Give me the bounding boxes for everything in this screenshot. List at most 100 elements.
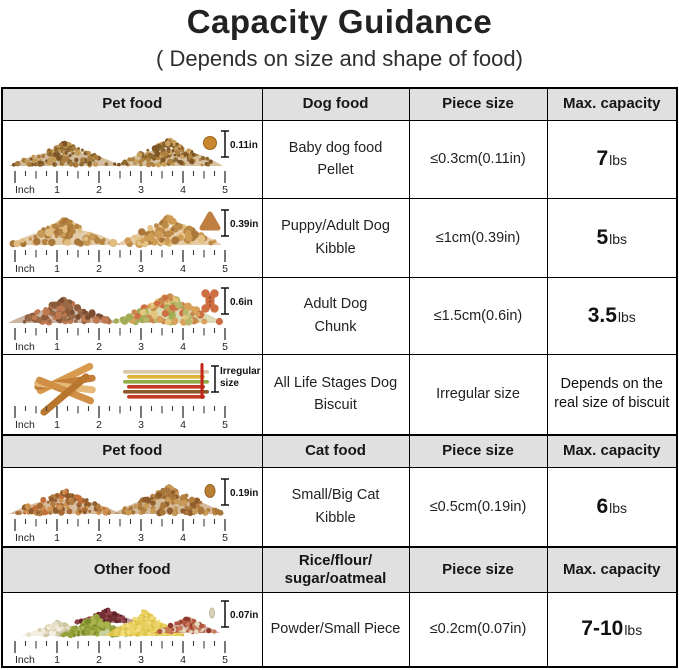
svg-text:Inch: Inch <box>15 263 35 274</box>
piece-size-cell: ≤1cm(0.39in) <box>408 197 548 278</box>
page-title: Capacity Guidance <box>186 3 493 40</box>
food-name-line2: Kibble <box>315 509 356 526</box>
header-max-capacity: Max. capacity <box>546 434 678 468</box>
svg-text:0.11in: 0.11in <box>230 140 258 151</box>
food-name-line2: Chunk <box>314 318 357 335</box>
header-other-food: Other food <box>1 546 263 593</box>
svg-text:5: 5 <box>222 341 228 352</box>
capacity-cell: 7lbs <box>546 119 678 199</box>
grains-illustration: 0.07in Inch 1 2 3 4 5 <box>14 600 258 665</box>
table-row-cat-kibble: 0.19in Inch 1 2 3 4 5 Small/Big Cat Kibble ≤0.… <box>1 466 678 548</box>
svg-text:Inch: Inch <box>15 419 35 430</box>
header-cat-food: Cat food <box>261 434 410 468</box>
svg-text:4: 4 <box>180 341 186 352</box>
table-row-puppy-adult-kibble: 0.39in Inch 1 2 3 4 5 Puppy/Adult Dog Kibble ≤… <box>1 197 678 278</box>
food-name-line1: Small/Big Cat <box>291 487 380 504</box>
food-name-line1: Puppy/Adult Dog <box>281 218 390 235</box>
svg-text:2: 2 <box>96 419 102 430</box>
header-dog-food: Dog food <box>261 88 410 121</box>
svg-text:4: 4 <box>180 184 186 195</box>
food-name-cell: Small/Big Cat Kibble <box>261 466 410 548</box>
capacity-guidance-table: Pet food Dog food Piece size Max. capaci… <box>1 87 678 668</box>
svg-text:1: 1 <box>54 184 60 195</box>
capacity-cell: 6lbs <box>546 466 678 548</box>
svg-text:3: 3 <box>138 263 144 274</box>
svg-text:1: 1 <box>54 341 60 352</box>
svg-text:3: 3 <box>138 419 144 430</box>
svg-text:2: 2 <box>96 654 102 665</box>
svg-text:5: 5 <box>222 263 228 274</box>
svg-text:2: 2 <box>96 341 102 352</box>
svg-text:4: 4 <box>180 263 186 274</box>
header-rice-flour-line1: Rice/flour/ <box>298 552 373 570</box>
svg-text:5: 5 <box>222 184 228 195</box>
header-piece-size: Piece size <box>408 546 548 593</box>
piece-size-cell: ≤0.5cm(0.19in) <box>408 466 548 548</box>
capacity-value: 5 <box>596 225 609 249</box>
food-name-cell: Powder/Small Piece <box>261 591 410 668</box>
page-subtitle: ( Depends on size and shape of food) <box>156 46 523 71</box>
header-piece-size: Piece size <box>408 434 548 468</box>
food-illustration-cell: 0.19in Inch 1 2 3 4 5 <box>1 466 263 548</box>
svg-text:2: 2 <box>96 184 102 195</box>
svg-text:4: 4 <box>180 532 186 543</box>
food-name-line1: All Life Stages Dog <box>273 374 398 391</box>
svg-text:3: 3 <box>138 532 144 543</box>
svg-text:5: 5 <box>222 654 228 665</box>
piece-size-cell: ≤0.3cm(0.11in) <box>408 119 548 199</box>
food-name-line1: Baby dog food <box>288 139 383 156</box>
svg-text:3: 3 <box>138 184 144 195</box>
header-row-other-food: Other food Rice/flour/ sugar/oatmeal Pie… <box>1 546 678 593</box>
header-rice-flour: Rice/flour/ sugar/oatmeal <box>261 546 410 593</box>
svg-text:1: 1 <box>54 263 60 274</box>
svg-text:0.07in: 0.07in <box>230 610 258 621</box>
svg-text:2: 2 <box>96 532 102 543</box>
header-max-capacity: Max. capacity <box>546 88 678 121</box>
svg-text:Inch: Inch <box>15 654 35 665</box>
header-row-cat-food: Pet food Cat food Piece size Max. capaci… <box>1 434 678 468</box>
piece-size-cell: ≤1.5cm(0.6in) <box>408 276 548 355</box>
svg-text:3: 3 <box>138 341 144 352</box>
capacity-value: 7-10 <box>581 617 624 641</box>
header-max-capacity: Max. capacity <box>546 546 678 593</box>
svg-text:size: size <box>220 378 239 389</box>
food-illustration-cell: 0.39in Inch 1 2 3 4 5 <box>1 197 263 278</box>
svg-text:Irregular: Irregular <box>220 366 261 377</box>
capacity-unit: lbs <box>609 152 628 168</box>
header-rice-flour-line2: sugar/oatmeal <box>284 569 387 587</box>
svg-text:0.6in: 0.6in <box>230 297 253 308</box>
food-name-line2: Kibble <box>315 240 356 257</box>
food-name-line2: Biscuit <box>314 397 357 414</box>
svg-text:Inch: Inch <box>15 532 35 543</box>
svg-text:1: 1 <box>54 532 60 543</box>
capacity-unit: lbs <box>609 230 628 247</box>
food-illustration-cell: 0.07in Inch 1 2 3 4 5 <box>1 591 263 668</box>
svg-text:4: 4 <box>180 654 186 665</box>
table-row-adult-dog-chunk: 0.6in Inch 1 2 3 4 5 Adult Dog Chunk ≤1.5cm(0.… <box>1 276 678 355</box>
header-piece-size: Piece size <box>408 88 548 121</box>
capacity-value: 3.5 <box>587 303 617 327</box>
capacity-cell: 3.5lbs <box>546 276 678 355</box>
svg-text:5: 5 <box>222 532 228 543</box>
food-name-cell: Baby dog food Pellet <box>261 119 410 199</box>
svg-text:4: 4 <box>180 419 186 430</box>
table-row-baby-dog-food: 0.11in Inch 1 2 3 4 5 Baby dog food Pellet ≤0.… <box>1 119 678 199</box>
table-row-dog-biscuit: Irregular size Inch 1 2 3 4 5 All Life Stages D… <box>1 353 678 436</box>
food-name-line1: Powder/Small Piece <box>270 621 401 638</box>
cat-kibble-illustration: 0.19in Inch 1 2 3 4 5 <box>9 478 258 543</box>
food-name-cell: All Life Stages Dog Biscuit <box>261 353 410 436</box>
header-pet-food: Pet food <box>1 434 263 468</box>
capacity-unit: lbs <box>609 499 628 516</box>
header-row-dog-food: Pet food Dog food Piece size Max. capaci… <box>1 88 678 121</box>
table-row-powder-small-piece: 0.07in Inch 1 2 3 4 5 Powder/Small Piece ≤0.2c… <box>1 591 678 668</box>
svg-text:3: 3 <box>138 654 144 665</box>
food-name-cell: Adult Dog Chunk <box>261 276 410 355</box>
capacity-cell: 7-10lbs <box>546 591 678 668</box>
dog-chunk-illustration: 0.6in Inch 1 2 3 4 5 <box>8 286 253 352</box>
capacity-cell: 5lbs <box>546 197 678 278</box>
svg-text:Inch: Inch <box>15 184 35 195</box>
capacity-value: 7 <box>596 147 609 170</box>
capacity-unit: lbs <box>617 308 636 325</box>
piece-size-cell: Irregular size <box>408 353 548 436</box>
